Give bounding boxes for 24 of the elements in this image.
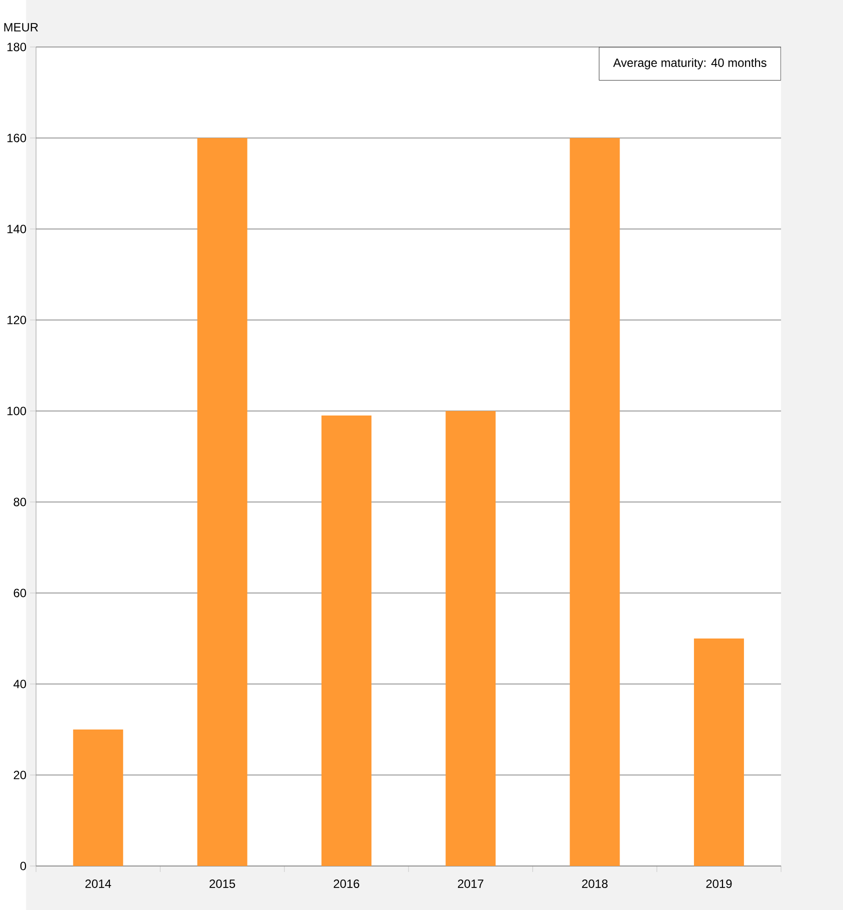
- y-tick-label: 160: [7, 134, 26, 142]
- y-tick-label: 120: [7, 316, 26, 324]
- x-tick-label: 2018: [582, 880, 608, 888]
- y-tick-label: 60: [14, 588, 26, 598]
- y-tick-label: 180: [7, 42, 26, 52]
- bar: [570, 138, 620, 866]
- bar: [321, 416, 372, 866]
- y-tick-label: 80: [14, 498, 26, 506]
- x-tick-label: 2015: [210, 880, 236, 888]
- x-tick-label: 2017: [458, 880, 484, 888]
- bar: [694, 638, 744, 866]
- annotation: Average maturity: 40 months: [613, 58, 766, 70]
- y-tick-label: 100: [7, 406, 26, 416]
- bar: [197, 138, 248, 866]
- y-tick-label: 40: [13, 680, 26, 688]
- y-tick-label: 0: [20, 862, 26, 870]
- bar: [446, 410, 496, 866]
- x-tick-label: 2019: [706, 880, 732, 888]
- y-axis-title: MEUR: [4, 23, 38, 32]
- y-tick-label: 20: [14, 770, 26, 780]
- y-tick-label: 140: [7, 224, 26, 234]
- x-tick-label: 2014: [85, 880, 112, 888]
- x-tick-label: 2016: [334, 880, 360, 888]
- bar: [73, 729, 124, 866]
